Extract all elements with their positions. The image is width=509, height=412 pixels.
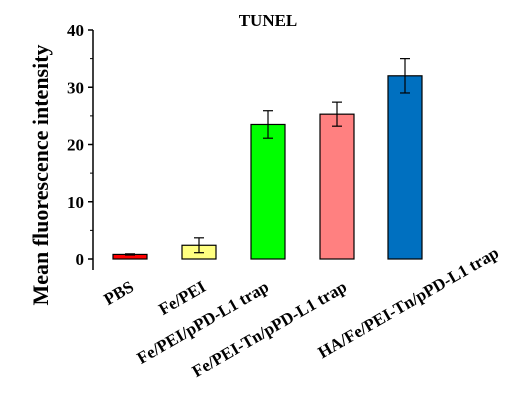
chart-title: TUNEL [239,11,298,30]
bars [112,58,423,260]
x-tick-label: PBS [100,277,137,309]
y-tick-label: 10 [67,193,84,212]
y-tick-label: 20 [67,136,84,155]
y-tick-label: 30 [67,78,84,97]
bar [319,113,355,260]
y-tick-label: 0 [76,250,85,269]
bar [250,123,286,260]
y-tick-label: 40 [67,21,84,40]
axes: 0 10 20 30 40 [67,21,94,270]
x-tick-label: HA/Fe/PEI-Tn/pPD-L1 trap [315,243,502,362]
bar [387,75,423,260]
y-axis-label: Mean fluorescence intensity [28,44,53,305]
